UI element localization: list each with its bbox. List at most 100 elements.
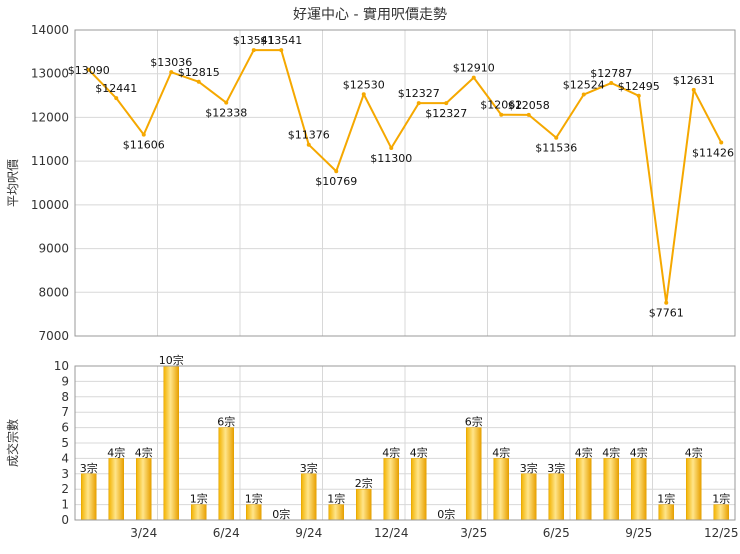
volume-data-label: 4宗 [492, 445, 510, 459]
price-data-label: $12338 [205, 107, 247, 120]
price-data-label: $11426 [692, 147, 734, 160]
price-data-label: $13541 [233, 34, 275, 47]
volume-data-label: 0宗 [437, 507, 455, 521]
price-y-tick-label: 11000 [31, 154, 69, 168]
price-point [334, 169, 339, 174]
price-point [416, 101, 421, 106]
price-data-label: $12815 [178, 66, 220, 79]
x-tick-label: 9/24 [295, 526, 322, 540]
price-data-label: $11300 [370, 152, 412, 165]
volume-bar [383, 458, 399, 521]
price-data-label: $12530 [343, 78, 385, 91]
volume-bar [411, 458, 427, 521]
x-tick-label: 6/24 [213, 526, 240, 540]
volume-data-label: 3宗 [300, 461, 318, 475]
price-data-label: $11536 [535, 142, 577, 155]
price-y-tick-label: 12000 [31, 110, 69, 124]
volume-data-label: 2宗 [355, 476, 373, 490]
price-y-tick-label: 13000 [31, 67, 69, 81]
price-y-tick-label: 9000 [38, 242, 69, 256]
price-point [389, 146, 394, 151]
volume-plot-border [74, 365, 736, 521]
price-point [636, 93, 641, 98]
volume-bar [493, 458, 509, 521]
volume-data-label: 3宗 [80, 461, 98, 475]
x-tick-label: 3/24 [130, 526, 157, 540]
volume-y-tick-label: 1 [61, 498, 69, 512]
volume-y-axis-label: 成交宗數 [5, 419, 20, 467]
price-point [444, 101, 449, 106]
volume-data-label: 3宗 [520, 461, 538, 475]
x-tick-label: 6/25 [543, 526, 570, 540]
volume-data-label: 1宗 [327, 492, 345, 506]
volume-bar [576, 458, 592, 521]
price-y-tick-label: 8000 [38, 285, 69, 299]
x-tick-label: 3/25 [460, 526, 487, 540]
volume-data-label: 4宗 [630, 445, 648, 459]
x-tick-label: 9/25 [625, 526, 652, 540]
volume-y-tick-label: 9 [61, 374, 69, 388]
price-plot-area: 7000 8000 9000 10000 11000 12000 13000 14000 平均呎… [6, 23, 736, 343]
price-y-tick-label: 7000 [38, 329, 69, 343]
volume-bar [356, 488, 372, 521]
price-point [114, 96, 119, 101]
price-point [251, 48, 256, 53]
price-point [691, 87, 696, 92]
volume-data-label: 4宗 [685, 445, 703, 459]
volume-bar [548, 473, 564, 521]
x-tick-label: 12/25 [704, 526, 739, 540]
price-point [581, 92, 586, 97]
price-data-label: $12524 [563, 79, 605, 92]
volume-data-label: 1宗 [245, 492, 263, 506]
volume-bar [603, 458, 619, 521]
price-data-label: $12327 [425, 107, 467, 120]
volume-bar [81, 473, 97, 521]
price-point [499, 112, 504, 117]
volume-bar [686, 458, 702, 521]
volume-data-label: 4宗 [410, 445, 428, 459]
volume-data-label: 6宗 [217, 415, 235, 429]
volume-data-label: 4宗 [382, 445, 400, 459]
volume-bar [713, 504, 729, 521]
volume-bar [246, 504, 262, 521]
price-data-label: $13541 [260, 34, 302, 47]
price-data-label: $7761 [649, 307, 684, 320]
volume-bar [301, 473, 317, 521]
price-data-label: $11606 [123, 139, 165, 152]
volume-data-label: 1宗 [190, 492, 208, 506]
price-point [141, 132, 146, 137]
price-point [196, 79, 201, 84]
volume-y-tick-label: 4 [61, 451, 69, 465]
price-data-label: $11376 [288, 129, 330, 142]
price-data-label: $10769 [315, 175, 357, 188]
volume-y-tick-label: 7 [61, 405, 69, 419]
price-data-label: $12631 [673, 74, 715, 87]
price-y-axis-label: 平均呎價 [6, 159, 20, 207]
price-point [224, 100, 229, 105]
chart-title: 好運中心 - 實用呎價走勢 [293, 6, 447, 23]
price-point [609, 81, 614, 86]
price-data-label: $12327 [398, 87, 440, 100]
volume-data-label: 3宗 [547, 461, 565, 475]
price-data-label: $12787 [590, 67, 632, 80]
volume-bar [218, 427, 234, 521]
volume-data-label: 4宗 [107, 445, 125, 459]
volume-bar [658, 504, 674, 521]
volume-bar [136, 458, 152, 521]
volume-y-tick-label: 5 [61, 436, 69, 450]
price-y-tick-label: 14000 [31, 23, 69, 37]
volume-y-tick-label: 2 [61, 482, 69, 496]
price-point [526, 112, 531, 117]
price-point [361, 92, 366, 97]
volume-data-label: 4宗 [575, 445, 593, 459]
price-point [664, 300, 669, 305]
volume-data-label: 4宗 [602, 445, 620, 459]
price-series-line [88, 49, 723, 304]
price-data-label: $12910 [453, 62, 495, 75]
volume-data-label: 1宗 [657, 492, 675, 506]
price-point [279, 48, 284, 53]
price-data-label: $12441 [95, 82, 137, 95]
volume-data-label: 6宗 [465, 415, 483, 429]
